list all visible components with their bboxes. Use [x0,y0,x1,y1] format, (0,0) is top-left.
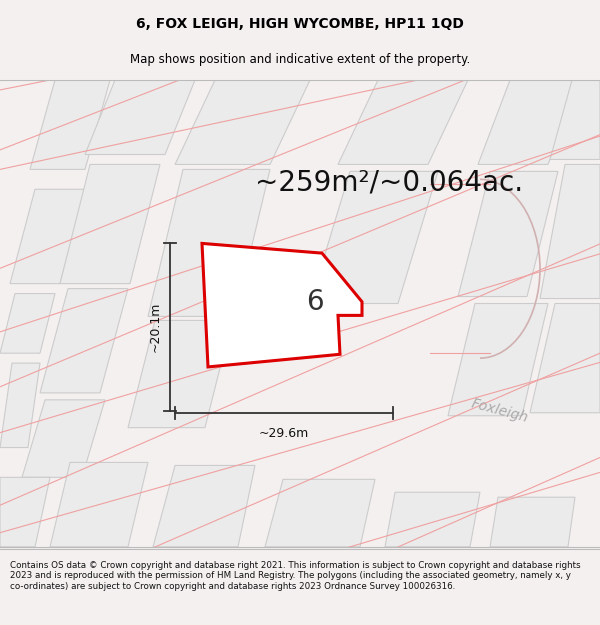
Polygon shape [0,294,55,353]
Polygon shape [310,171,438,304]
Polygon shape [490,498,575,547]
Text: 6: 6 [306,288,323,316]
Polygon shape [22,400,105,478]
Text: 6, FOX LEIGH, HIGH WYCOMBE, HP11 1QD: 6, FOX LEIGH, HIGH WYCOMBE, HP11 1QD [136,17,464,31]
Polygon shape [458,171,558,296]
Polygon shape [85,80,195,154]
Polygon shape [385,492,480,547]
Polygon shape [448,304,548,416]
Text: Map shows position and indicative extent of the property.: Map shows position and indicative extent… [130,54,470,66]
Text: ~20.1m: ~20.1m [149,302,162,352]
Text: ~259m²/~0.064ac.: ~259m²/~0.064ac. [255,168,523,196]
Polygon shape [175,80,310,164]
Polygon shape [153,466,255,547]
Polygon shape [50,462,148,547]
Text: Foxleigh: Foxleigh [470,396,530,425]
Polygon shape [0,478,50,547]
Polygon shape [148,169,270,316]
Text: ~29.6m: ~29.6m [259,426,309,439]
Polygon shape [30,80,110,169]
Polygon shape [202,243,362,367]
Text: Contains OS data © Crown copyright and database right 2021. This information is : Contains OS data © Crown copyright and d… [10,561,581,591]
Polygon shape [0,363,40,448]
Polygon shape [338,80,468,164]
Polygon shape [550,80,600,159]
Polygon shape [128,321,232,428]
Polygon shape [265,479,375,547]
Polygon shape [40,289,128,393]
Polygon shape [478,80,580,164]
Polygon shape [540,164,600,299]
Polygon shape [60,164,160,284]
Polygon shape [10,189,85,284]
Polygon shape [530,304,600,412]
